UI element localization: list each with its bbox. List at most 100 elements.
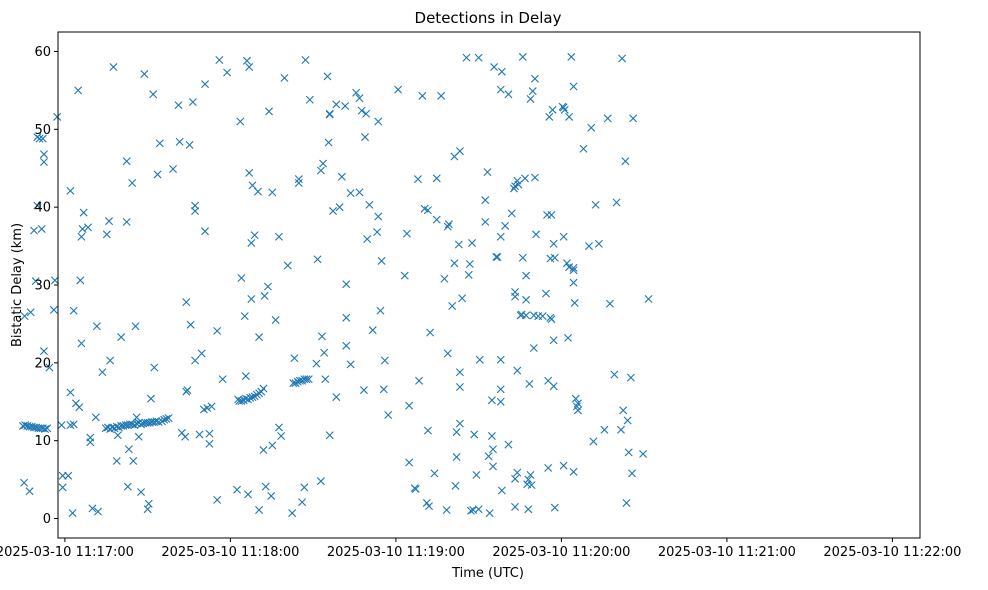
data-point	[437, 91, 446, 100]
data-point	[277, 432, 286, 441]
data-point	[472, 470, 481, 479]
data-point	[50, 276, 59, 285]
data-point	[312, 359, 321, 368]
data-point	[66, 388, 75, 397]
data-point	[624, 448, 633, 457]
data-point	[325, 109, 334, 118]
data-point	[215, 56, 224, 65]
data-point	[316, 477, 325, 486]
data-point	[525, 379, 534, 388]
data-point	[527, 481, 536, 490]
data-point	[324, 138, 333, 147]
data-point	[511, 288, 520, 296]
data-point	[300, 483, 309, 492]
data-point	[442, 505, 451, 514]
data-point	[617, 425, 625, 434]
data-point	[514, 180, 523, 189]
data-point	[35, 134, 44, 143]
data-point	[526, 470, 535, 479]
data-point	[559, 461, 568, 470]
data-point	[448, 302, 457, 311]
data-point	[481, 217, 490, 226]
data-point	[253, 187, 262, 196]
data-point	[587, 123, 596, 132]
data-point	[541, 289, 550, 298]
data-point	[319, 159, 328, 168]
y-tick-label: 30	[34, 279, 51, 294]
data-point	[250, 231, 259, 240]
data-point	[75, 403, 84, 412]
data-point	[213, 495, 222, 504]
y-tick-label: 50	[34, 123, 51, 138]
data-point	[268, 188, 277, 197]
data-point	[240, 312, 249, 321]
data-point	[64, 471, 73, 480]
data-point	[559, 103, 568, 112]
data-point	[31, 277, 40, 286]
data-point	[585, 242, 593, 251]
data-point	[164, 414, 173, 423]
data-point	[374, 212, 383, 221]
data-point	[259, 384, 268, 393]
data-point	[38, 134, 47, 143]
y-tick-label: 10	[34, 434, 51, 449]
data-point	[305, 95, 314, 104]
data-point	[569, 467, 578, 476]
data-point	[105, 217, 114, 226]
data-point	[423, 426, 432, 435]
data-point	[468, 238, 477, 247]
data-point	[545, 112, 554, 121]
data-point	[589, 437, 598, 446]
data-point	[155, 139, 164, 148]
data-point	[25, 487, 34, 496]
data-point	[513, 366, 522, 375]
data-point	[237, 397, 246, 405]
data-point	[489, 445, 497, 454]
data-point	[137, 488, 146, 497]
data-point	[511, 502, 520, 511]
data-point	[39, 158, 48, 166]
data-point	[342, 341, 351, 350]
data-point	[129, 456, 138, 465]
data-point	[245, 168, 254, 177]
data-point	[644, 295, 653, 303]
data-point	[522, 295, 531, 304]
x-axis-label: Time (UTC)	[451, 566, 524, 581]
data-point	[98, 368, 107, 377]
chart-title: Detections in Delay	[415, 9, 562, 27]
data-point	[58, 483, 67, 492]
data-point	[77, 339, 86, 348]
data-point	[335, 203, 344, 212]
data-point	[69, 306, 78, 315]
data-point	[484, 452, 493, 461]
data-point	[618, 54, 627, 63]
data-point	[490, 63, 499, 72]
data-point	[377, 256, 386, 265]
data-point	[162, 414, 171, 423]
data-point	[497, 486, 506, 495]
data-point	[213, 326, 222, 335]
data-point	[332, 100, 341, 109]
data-point	[565, 112, 574, 121]
data-point	[205, 429, 214, 438]
data-point	[570, 298, 579, 307]
data-point	[352, 88, 361, 97]
x-tick-label: 2025-03-10 11:17:00	[0, 545, 134, 560]
data-point	[66, 186, 75, 195]
data-point	[236, 117, 245, 126]
data-point	[298, 498, 307, 507]
data-point	[357, 106, 366, 115]
data-point	[452, 428, 461, 437]
data-point	[487, 432, 496, 441]
data-point	[20, 478, 29, 487]
data-point	[571, 394, 580, 403]
data-point	[489, 462, 497, 471]
data-point	[233, 485, 242, 494]
data-point	[418, 91, 427, 100]
data-point	[144, 499, 153, 508]
data-point	[569, 263, 578, 272]
data-point	[342, 280, 351, 289]
data-point	[430, 469, 439, 478]
data-point	[313, 255, 322, 264]
data-point	[549, 336, 558, 345]
